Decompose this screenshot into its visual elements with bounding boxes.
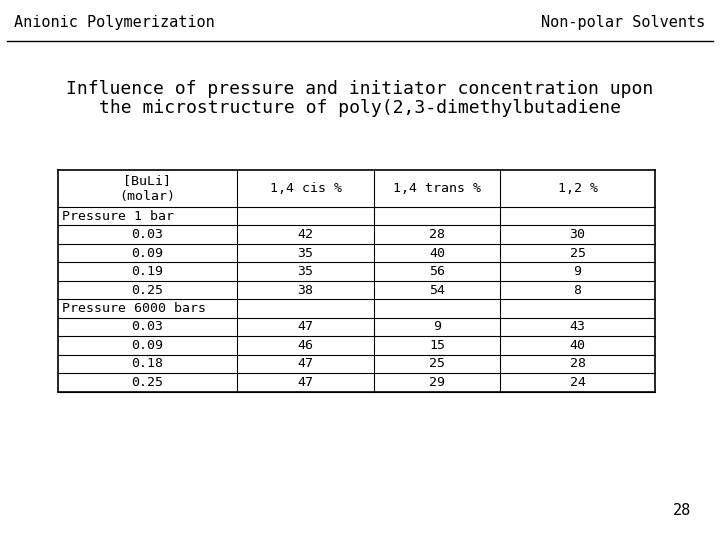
Text: 35: 35 <box>297 265 314 278</box>
Text: 56: 56 <box>429 265 445 278</box>
Text: 47: 47 <box>297 376 314 389</box>
Text: 0.25: 0.25 <box>131 284 163 296</box>
Text: 8: 8 <box>574 284 582 296</box>
Text: 1,4 trans %: 1,4 trans % <box>393 182 481 195</box>
Text: 1,2 %: 1,2 % <box>557 182 598 195</box>
Text: 38: 38 <box>297 284 314 296</box>
Text: Pressure 6000 bars: Pressure 6000 bars <box>62 302 206 315</box>
Text: 9: 9 <box>574 265 582 278</box>
Text: Influence of pressure and initiator concentration upon: Influence of pressure and initiator conc… <box>66 80 654 98</box>
Text: 0.09: 0.09 <box>131 247 163 260</box>
Text: 40: 40 <box>429 247 445 260</box>
Text: 47: 47 <box>297 357 314 370</box>
Text: 0.03: 0.03 <box>131 228 163 241</box>
Text: 42: 42 <box>297 228 314 241</box>
Text: 0.09: 0.09 <box>131 339 163 352</box>
Text: 29: 29 <box>429 376 445 389</box>
Text: 54: 54 <box>429 284 445 296</box>
Text: 0.18: 0.18 <box>131 357 163 370</box>
Text: 47: 47 <box>297 320 314 333</box>
Text: 1,4 cis %: 1,4 cis % <box>269 182 341 195</box>
Text: 28: 28 <box>429 228 445 241</box>
Text: 40: 40 <box>570 339 585 352</box>
Text: Non-polar Solvents: Non-polar Solvents <box>541 15 706 30</box>
Text: (molar): (molar) <box>120 191 175 204</box>
Text: 35: 35 <box>297 247 314 260</box>
Text: Anionic Polymerization: Anionic Polymerization <box>14 15 215 30</box>
Text: 28: 28 <box>570 357 585 370</box>
Text: 15: 15 <box>429 339 445 352</box>
Text: 25: 25 <box>570 247 585 260</box>
Text: the microstructure of poly(2,3-dimethylbutadiene: the microstructure of poly(2,3-dimethylb… <box>99 99 621 117</box>
Text: Pressure 1 bar: Pressure 1 bar <box>62 210 174 222</box>
Text: 0.25: 0.25 <box>131 376 163 389</box>
Text: 43: 43 <box>570 320 585 333</box>
Text: 9: 9 <box>433 320 441 333</box>
Text: 0.03: 0.03 <box>131 320 163 333</box>
Text: 25: 25 <box>429 357 445 370</box>
Text: 24: 24 <box>570 376 585 389</box>
Text: 30: 30 <box>570 228 585 241</box>
Text: 0.19: 0.19 <box>131 265 163 278</box>
Text: 46: 46 <box>297 339 314 352</box>
Text: [BuLi]: [BuLi] <box>123 174 171 187</box>
Text: 28: 28 <box>673 503 691 518</box>
